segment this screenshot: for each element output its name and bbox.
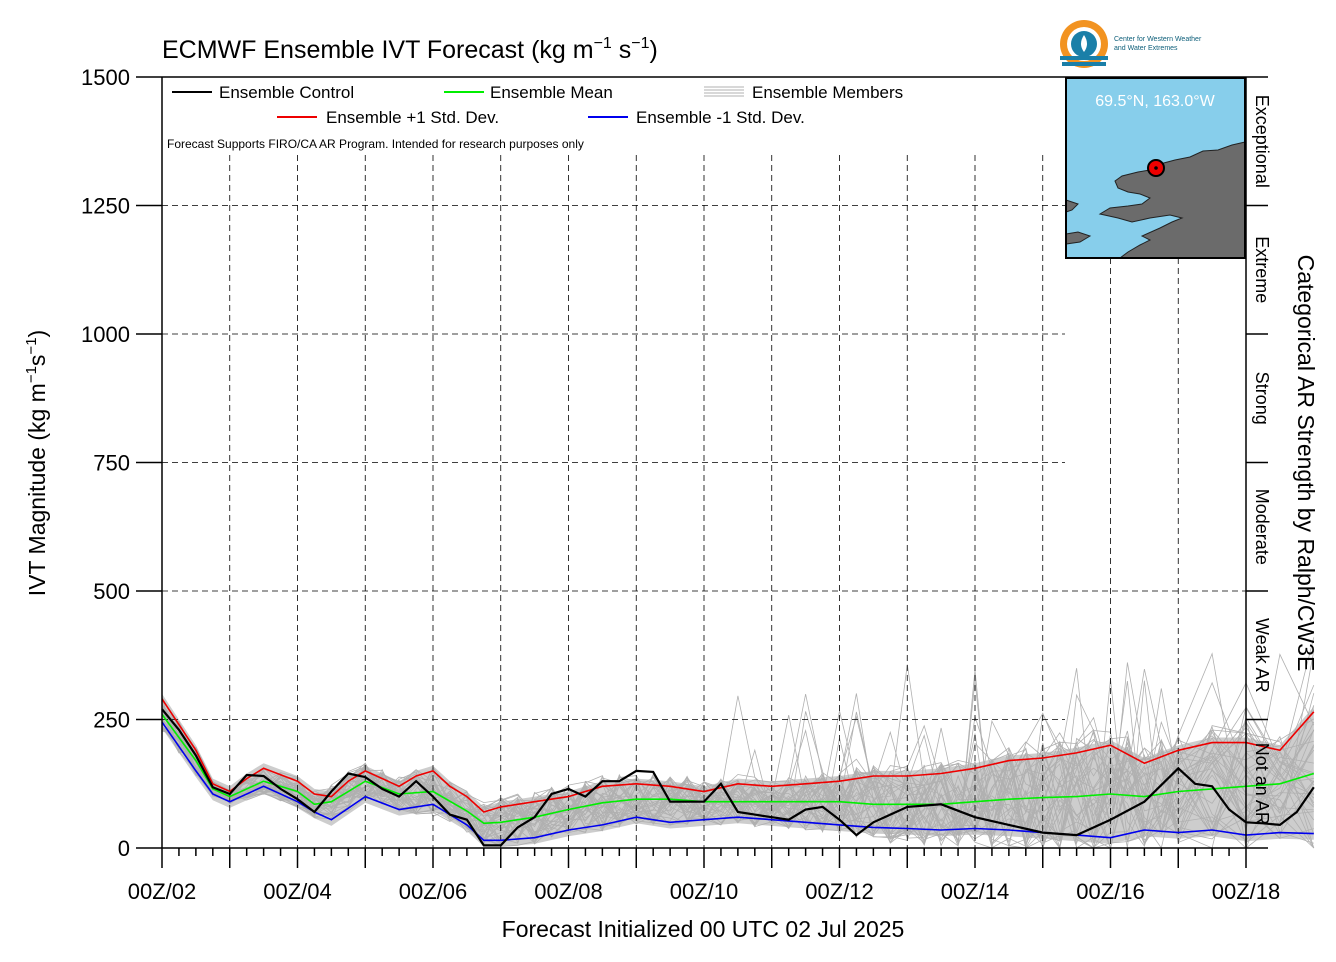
legend-members: Ensemble Members xyxy=(752,83,903,102)
x-tick-label: 00Z/02 xyxy=(128,879,197,904)
y-tick-label: 1500 xyxy=(81,65,130,90)
disclaimer-note: Forecast Supports FIRO/CA AR Program. In… xyxy=(167,137,584,151)
y-tick-label: 1000 xyxy=(81,322,130,347)
logo-water-drop-icon xyxy=(1081,35,1087,52)
x-tick-label: 00Z/04 xyxy=(263,879,332,904)
category-label: Exceptional xyxy=(1252,95,1272,188)
series-lines xyxy=(161,698,1315,847)
logo-wave-1 xyxy=(1060,56,1108,60)
legend-control: Ensemble Control xyxy=(219,83,354,102)
logo-wave-2 xyxy=(1062,62,1106,66)
x-tick-label: 00Z/12 xyxy=(805,879,874,904)
location-marker-dot xyxy=(1154,166,1158,170)
x-tick-label: 00Z/10 xyxy=(670,879,739,904)
x-tick-label: 00Z/16 xyxy=(1076,879,1145,904)
x-tick-label: 00Z/14 xyxy=(941,879,1010,904)
y-tick-label: 750 xyxy=(93,451,130,476)
category-label: Strong xyxy=(1252,372,1272,425)
legend-mean: Ensemble Mean xyxy=(490,83,613,102)
legend-minus: Ensemble -1 Std. Dev. xyxy=(636,108,805,127)
y-tick-label: 1250 xyxy=(81,194,130,219)
minus-std-line xyxy=(161,721,1314,842)
map-land xyxy=(1098,141,1246,259)
x-tick-label: 00Z/18 xyxy=(1212,879,1281,904)
logo-text-line2: and Water Extremes xyxy=(1114,45,1178,52)
member-line xyxy=(161,726,1314,850)
control-line xyxy=(161,708,1315,847)
category-label: Moderate xyxy=(1252,489,1272,565)
member-line xyxy=(161,726,1315,849)
x-axis-label: Forecast Initialized 00 UTC 02 Jul 2025 xyxy=(502,916,905,942)
y-tick-label: 250 xyxy=(93,708,130,733)
grid xyxy=(162,155,1246,848)
mean-line xyxy=(161,713,1315,825)
member-line xyxy=(161,668,1314,844)
legend: Ensemble Control Ensemble Mean Ensemble … xyxy=(163,80,963,152)
y-tick-label: 500 xyxy=(93,579,130,604)
inset-map: 69.5°N, 163.0°W xyxy=(1065,77,1246,259)
right-axis-label: Categorical AR Strength by Ralph/CW3E xyxy=(1293,255,1319,672)
y-axis-label: IVT Magnitude (kg m−1s−1) xyxy=(23,330,50,596)
category-label: Not an AR xyxy=(1252,743,1272,825)
legend-plus: Ensemble +1 Std. Dev. xyxy=(326,108,499,127)
category-label: Extreme xyxy=(1252,236,1272,303)
plus-std-line xyxy=(161,698,1315,813)
y-tick-label: 0 xyxy=(118,836,130,861)
x-tick-label: 00Z/06 xyxy=(399,879,468,904)
x-tick-label: 00Z/08 xyxy=(534,879,603,904)
axes: 0 250 500 750 1000 1250 1500 Not an AR Weak AR Mo… xyxy=(81,65,1280,904)
legend-swatch-members xyxy=(704,86,744,97)
chart-title: ECMWF Ensemble IVT Forecast (kg m−1 s−1) xyxy=(162,35,658,64)
category-label: Weak AR xyxy=(1252,618,1272,693)
map-border xyxy=(1065,77,1246,259)
cw3e-logo: Center for Western Weather and Water Ext… xyxy=(1060,20,1202,68)
map-location-label: 69.5°N, 163.0°W xyxy=(1095,93,1215,110)
logo-text-line1: Center for Western Weather xyxy=(1114,36,1202,43)
